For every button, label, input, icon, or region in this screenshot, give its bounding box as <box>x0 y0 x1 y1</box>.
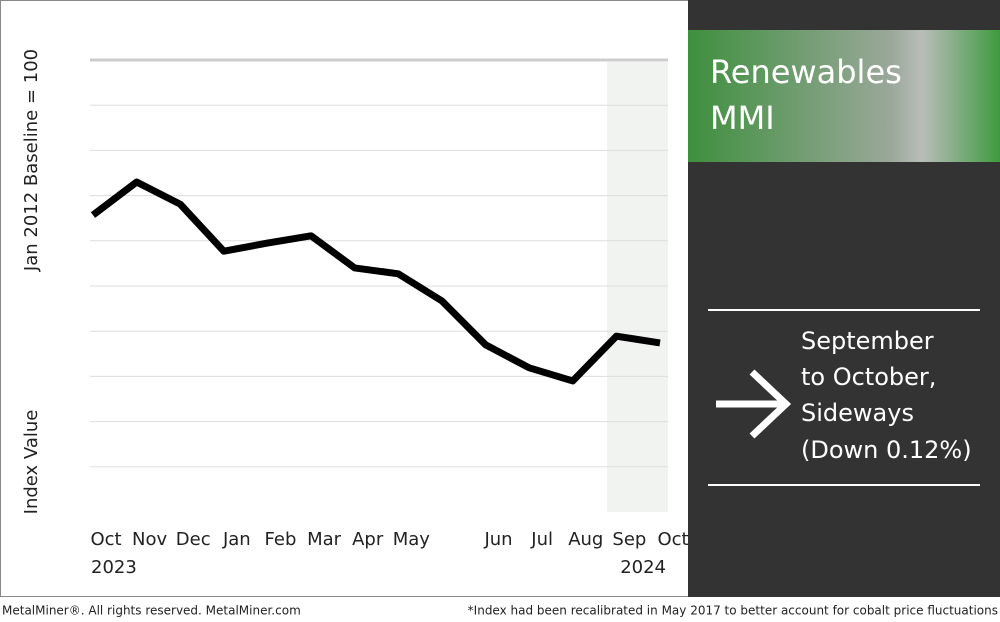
line <box>90 178 661 385</box>
x-tick-label: Feb <box>265 529 297 550</box>
title-box <box>688 30 1000 162</box>
x-tick-label: Nov <box>132 529 167 550</box>
x-tick-label: Apr <box>352 529 384 550</box>
panel-title: Renewables <box>710 53 902 91</box>
plot-frame <box>0 0 689 597</box>
x-tick-label: Aug <box>568 529 603 550</box>
highlight <box>607 62 668 512</box>
x-tick-label: May <box>393 529 431 550</box>
x-tick-label: Oct <box>90 529 121 550</box>
footer-right: *Index had been recalibrated in May 2017… <box>468 604 998 618</box>
arrow <box>716 369 792 439</box>
x-year-label: 2024 <box>620 557 666 578</box>
summary: September <box>801 327 934 355</box>
panel-title: MMI <box>710 99 775 137</box>
y-axis-label: Index Value <box>21 410 42 515</box>
footer-left: MetalMiner®. All rights reserved. MetalM… <box>2 604 301 618</box>
y-axis-label: Jan 2012 Baseline = 100 <box>21 49 42 272</box>
summary: Sideways <box>801 399 914 427</box>
summary: (Down 0.12%) <box>801 436 972 464</box>
x-tick-label: Sep <box>612 529 646 550</box>
x-tick-label: Jun <box>483 529 512 550</box>
x-tick-label: Dec <box>176 529 211 550</box>
x-tick-label: Jul <box>530 529 553 550</box>
x-tick-label: Mar <box>307 529 342 550</box>
x-tick-label: Jan <box>222 529 251 550</box>
x-year-label: 2023 <box>91 557 137 578</box>
x-tick-label: Oct <box>657 529 688 550</box>
summary: to October, <box>801 363 936 391</box>
